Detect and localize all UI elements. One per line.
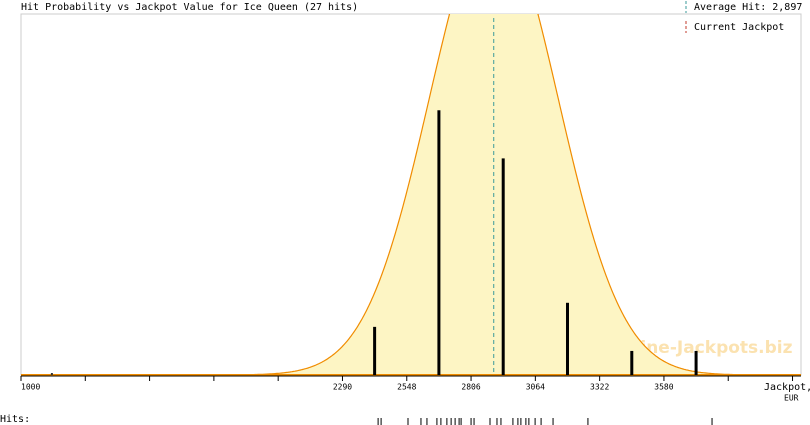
x-tick-label: 3322 — [590, 383, 609, 392]
x-tick-label: 2290 — [333, 383, 352, 392]
legend-current: Current Jackpot — [694, 22, 784, 33]
x-tick-label: 3064 — [526, 383, 545, 392]
x-axis-label: Jackpot, — [764, 382, 810, 393]
chart-title: Hit Probability vs Jackpot Value for Ice… — [21, 2, 358, 13]
bar — [501, 158, 505, 375]
bar — [694, 350, 698, 375]
x-axis-unit: EUR — [784, 394, 799, 403]
curve-line — [21, 14, 801, 375]
x-tick-label: 3580 — [654, 383, 673, 392]
watermark: Online-Jackpots.biz — [608, 338, 793, 358]
curve-area — [21, 14, 801, 375]
bar — [437, 110, 441, 376]
curve-group — [21, 14, 801, 375]
x-tick-label: 1000 — [21, 383, 40, 392]
x-tick-label: 2806 — [461, 383, 480, 392]
legend-average: Average Hit: 2,897 — [694, 2, 802, 13]
hits-label: Hits: — [0, 414, 30, 425]
x-tick-label: 2548 — [397, 383, 416, 392]
bar — [630, 350, 634, 375]
bar — [565, 302, 569, 375]
bar — [373, 326, 377, 375]
